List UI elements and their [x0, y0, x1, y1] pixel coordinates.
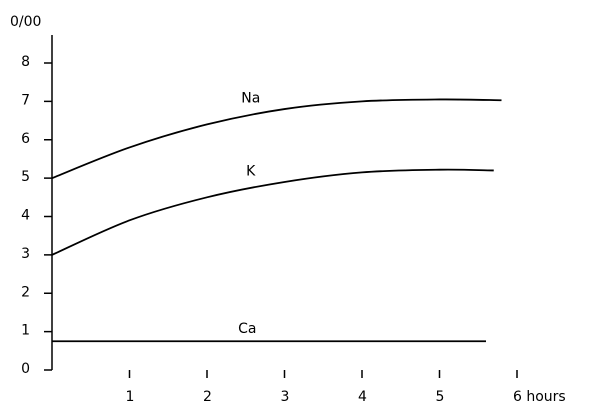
x-tick-label: 1	[126, 389, 135, 405]
line-series	[51, 98, 502, 179]
x-tick-label: 3	[281, 389, 290, 405]
series-label: Ca	[238, 321, 256, 337]
series-label: K	[246, 164, 256, 180]
x-tick-label: 5	[436, 389, 445, 405]
y-tick-label: 2	[21, 284, 30, 300]
y-tick-label: 7	[21, 92, 30, 108]
y-tick-label: 3	[21, 246, 30, 262]
y-tick-label: 6	[21, 131, 30, 147]
x-tick-label: 2	[203, 389, 212, 405]
series-label: Na	[241, 91, 260, 107]
x-tick-label: 6 hours	[513, 389, 566, 405]
x-tick-label: 4	[358, 389, 367, 405]
line-series	[51, 168, 494, 256]
y-tick-label: 5	[21, 169, 30, 185]
y-tick-label: 8	[21, 54, 30, 70]
y-tick-label: 1	[21, 323, 30, 339]
y-tick-label: 4	[21, 208, 30, 224]
y-axis-label: 0/00	[10, 14, 41, 30]
y-tick-label: 0	[21, 361, 30, 377]
